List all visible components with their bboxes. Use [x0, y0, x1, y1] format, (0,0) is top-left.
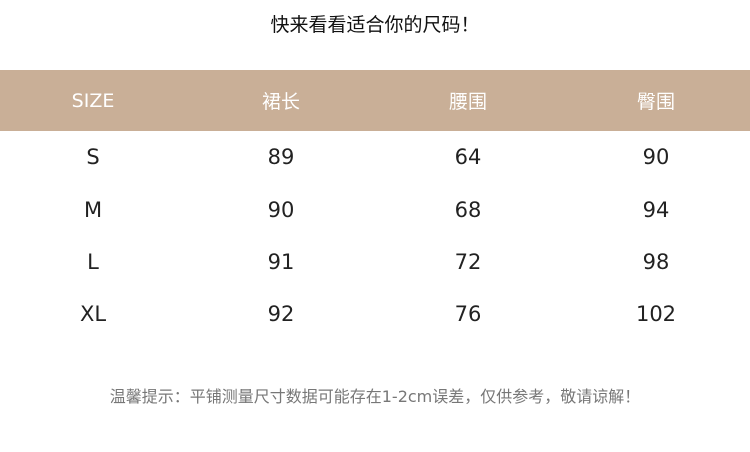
page-title: 快来看看适合你的尺码！	[270, 14, 480, 36]
table-cell: 64	[454, 145, 482, 169]
table-header: SIZE 裙长 腰围 臀围	[0, 70, 750, 131]
column-header: 裙长	[261, 91, 300, 113]
table-cell: XL	[79, 302, 107, 326]
column-header: SIZE	[71, 89, 115, 112]
column-header: 臀围	[636, 91, 675, 113]
table-row: XL 92 76 102	[0, 294, 750, 334]
table-cell: 68	[454, 198, 482, 222]
table-row: S 89 64 90	[0, 137, 750, 177]
table-cell: L	[87, 250, 99, 274]
table-cell: 94	[642, 198, 670, 222]
table-row: L 91 72 98	[0, 242, 750, 282]
table-cell: 90	[642, 145, 670, 169]
table-cell: 98	[642, 250, 670, 274]
column-header: 腰围	[448, 91, 487, 113]
table-cell: 91	[267, 250, 295, 274]
table-cell: 72	[454, 250, 482, 274]
table-cell: 76	[454, 302, 482, 326]
table-cell: 92	[267, 302, 295, 326]
table-row: M 90 68 94	[0, 190, 750, 230]
table-cell: 89	[267, 145, 295, 169]
measurement-note: 温馨提示：平铺测量尺寸数据可能存在1-2cm误差，仅供参考，敬请谅解！	[109, 387, 641, 406]
table-cell: 90	[267, 198, 295, 222]
table-cell: S	[86, 145, 100, 169]
table-cell: 102	[635, 302, 677, 326]
table-cell: M	[83, 198, 103, 222]
